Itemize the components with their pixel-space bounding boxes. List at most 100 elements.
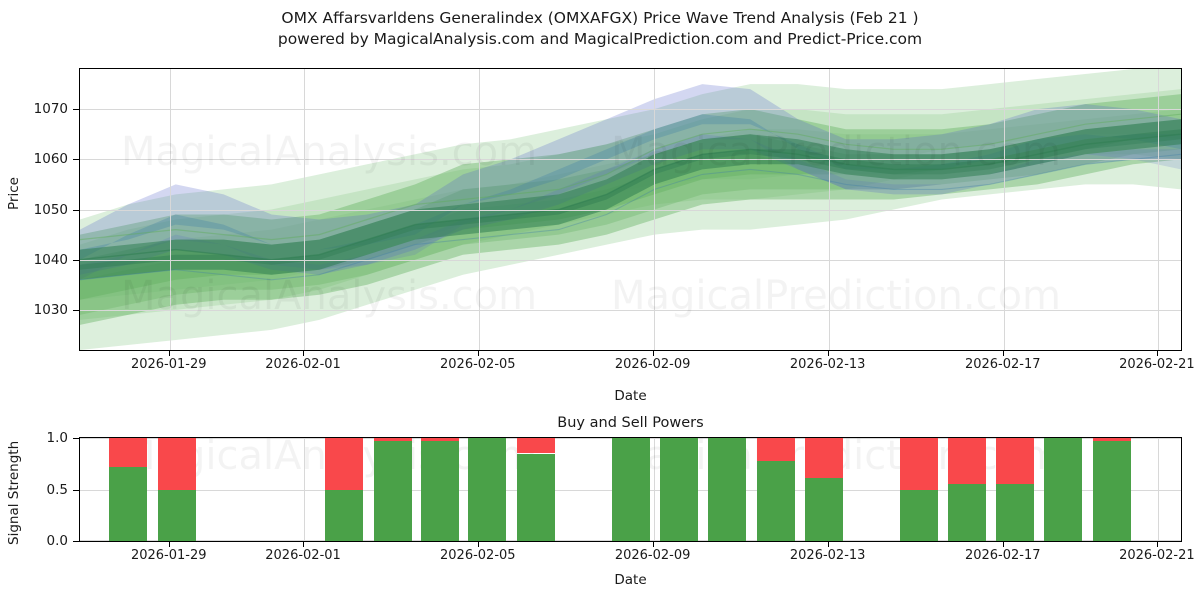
price-y-tick-mark — [73, 259, 79, 261]
price-x-tick-mark — [1156, 351, 1158, 356]
power-bar[interactable] — [805, 438, 844, 541]
price-x-tick-label: 2026-02-01 — [265, 357, 341, 372]
sell-power-segment — [900, 438, 938, 490]
price-gridline-h — [80, 309, 1181, 311]
price-gridline-h — [80, 159, 1181, 161]
price-x-tick-mark — [303, 351, 305, 356]
price-x-tick-label: 2026-02-17 — [964, 357, 1041, 372]
power-bar[interactable] — [708, 438, 747, 541]
sell-power-segment — [373, 438, 412, 442]
power-bar[interactable] — [995, 438, 1034, 541]
price-x-tick-mark — [168, 351, 170, 356]
price-x-tick-label: 2026-02-13 — [789, 357, 866, 372]
buy-power-segment — [516, 453, 555, 541]
price-chart-y-axis: 1030 1040 1050 1060 1070 — [0, 68, 1200, 351]
price-gridline-h — [80, 209, 1181, 211]
price-x-tick-label: 2026-02-21 — [1119, 357, 1195, 372]
power-axis-label-y: Signal Strength — [6, 440, 22, 545]
price-x-tick-mark — [827, 351, 829, 356]
chart-title-block: OMX Affarsvarldens Generalindex (OMXAFGX… — [0, 8, 1200, 50]
buy-power-segment — [805, 478, 844, 541]
sell-power-segment — [948, 438, 987, 485]
buy-power-segment — [1044, 438, 1083, 541]
power-x-tick-mark — [168, 542, 170, 547]
price-centerline-lower — [80, 113, 1181, 241]
power-bar[interactable] — [756, 438, 795, 541]
power-chart-y-axis: 0.0 0.5 1.0 — [0, 430, 1200, 549]
price-y-tick-mark — [73, 159, 79, 161]
power-bar[interactable] — [611, 438, 650, 541]
price-x-tick-mark — [477, 351, 479, 356]
power-bar[interactable] — [468, 438, 507, 541]
chart-title-line1: OMX Affarsvarldens Generalindex (OMXAFGX… — [281, 9, 919, 27]
power-x-tick-mark — [303, 542, 305, 547]
price-y-tick-label: 1030 — [33, 301, 68, 318]
price-gridline-v — [828, 69, 830, 350]
power-gridline-v — [653, 438, 655, 541]
power-x-tick-label: 2026-02-13 — [789, 548, 866, 563]
price-x-tick-mark — [1002, 351, 1004, 356]
power-y-tick-label: 0.5 — [46, 481, 68, 498]
power-x-tick-mark — [827, 542, 829, 547]
price-y-tick-mark — [73, 109, 79, 111]
power-bar[interactable] — [373, 438, 412, 541]
buy-power-segment — [611, 438, 650, 541]
power-axis-label-x: Date — [614, 572, 647, 588]
price-gridline-v — [653, 69, 655, 350]
buy-power-segment — [421, 441, 459, 541]
price-gridline-v — [1157, 69, 1159, 350]
sell-power-segment — [157, 438, 196, 490]
power-bar[interactable] — [325, 438, 364, 541]
price-axis-label-y: Price — [6, 177, 22, 210]
band-blue-b — [80, 114, 1181, 260]
buy-power-segment — [373, 441, 412, 541]
price-gridline-v — [1003, 69, 1005, 350]
power-bar[interactable] — [1092, 438, 1131, 541]
power-y-tick-label: 1.0 — [46, 430, 68, 446]
buy-power-segment — [708, 438, 747, 541]
power-x-tick-mark — [1002, 542, 1004, 547]
buy-power-segment — [325, 489, 364, 541]
price-gridline-v — [304, 69, 306, 350]
power-chart-plot-area: MagicalAnalysis.comMagicalPrediction.com — [79, 437, 1182, 542]
power-bar[interactable] — [109, 438, 148, 541]
buy-power-segment — [948, 484, 987, 541]
price-x-tick-label: 2026-01-29 — [130, 357, 207, 372]
power-bar[interactable] — [900, 438, 938, 541]
power-x-tick-label: 2026-02-01 — [265, 548, 341, 563]
power-x-tick-mark — [477, 542, 479, 547]
power-gridline-v — [1157, 438, 1159, 541]
price-gridline-v — [169, 69, 171, 350]
power-bar[interactable] — [659, 438, 698, 541]
buy-power-segment — [995, 484, 1034, 541]
price-axis-label-x: Date — [614, 388, 647, 404]
band-outer-light-b — [80, 89, 1181, 320]
power-chart-bars — [80, 438, 1181, 541]
band-blue-a — [80, 84, 1181, 275]
price-centerline — [80, 133, 1181, 261]
sell-power-segment — [421, 438, 459, 442]
power-gridline-v — [304, 438, 306, 541]
price-y-tick-label: 1060 — [33, 151, 68, 168]
power-y-tick-mark — [73, 541, 79, 542]
power-bar[interactable] — [157, 438, 196, 541]
sell-power-segment — [805, 438, 844, 479]
buy-power-segment — [157, 489, 196, 541]
power-x-tick-label: 2026-02-05 — [440, 548, 516, 563]
power-bar[interactable] — [1044, 438, 1083, 541]
power-chart-title: Buy and Sell Powers — [557, 415, 704, 431]
sell-power-segment — [325, 438, 364, 490]
power-bar[interactable] — [421, 438, 459, 541]
power-bar[interactable] — [516, 438, 555, 541]
power-x-tick-label: 2026-02-09 — [614, 548, 691, 563]
power-bar[interactable] — [948, 438, 987, 541]
band-mid-green-a — [80, 94, 1181, 325]
buy-power-segment — [756, 460, 795, 541]
price-y-tick-label: 1050 — [33, 201, 68, 218]
power-x-tick-label: 2026-02-21 — [1119, 548, 1195, 563]
price-centerline-upper — [80, 153, 1181, 281]
price-gridline-v — [478, 69, 480, 350]
price-y-tick-mark — [73, 209, 79, 211]
price-x-tick-mark — [652, 351, 654, 356]
